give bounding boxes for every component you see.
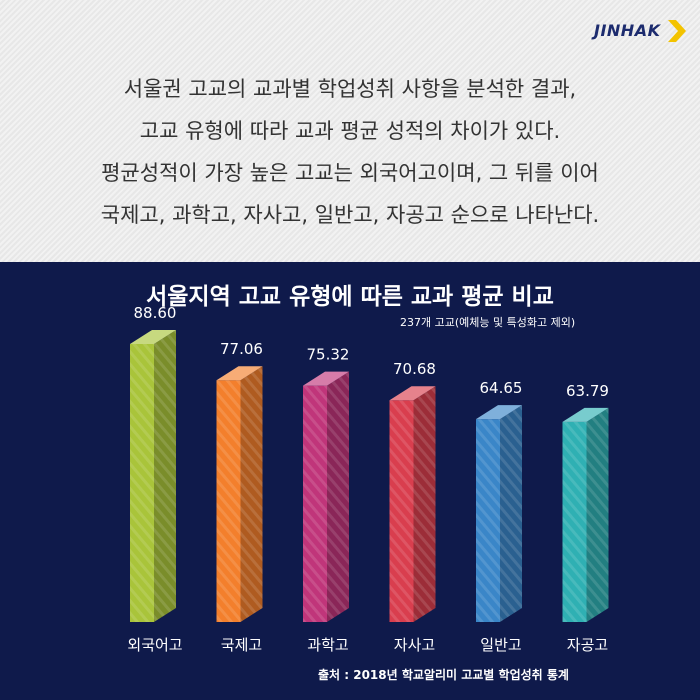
intro-line-3: 평균성적이 가장 높은 고교는 외국어고이며, 그 뒤를 이어	[101, 161, 599, 185]
bar-top-face	[562, 407, 609, 422]
intro-line-1: 서울권 고교의 교과별 학업성취 사항을 분석한 결과,	[123, 77, 577, 101]
chevron-right-icon	[668, 20, 686, 42]
category-label: 국제고	[221, 636, 262, 654]
value-label: 64.65	[480, 379, 523, 397]
bar-top-face	[389, 386, 436, 401]
bar-top-face	[303, 371, 349, 386]
bar-side-stripes	[240, 366, 263, 622]
category-label: 자공고	[567, 636, 608, 654]
bar-front-stripes	[389, 400, 414, 622]
intro-line-4: 국제고, 과학고, 자사고, 일반고, 자공고 순으로 나타난다.	[100, 203, 600, 227]
bar-front-stripes	[216, 380, 241, 622]
bar-side-stripes	[413, 386, 436, 622]
logo-text: JINHAK	[594, 21, 661, 40]
bar-front-stripes	[476, 419, 500, 622]
bar-top-face	[476, 405, 522, 420]
jinhak-logo: JINHAK	[594, 18, 688, 44]
bar-1: 88.60 외국어고	[127, 304, 182, 654]
bar-3: 75.32 과학고	[303, 346, 349, 654]
source-note: 출처 : 2018년 학교알리미 고교별 학업성취 통계	[318, 668, 569, 682]
value-label: 70.68	[393, 360, 436, 378]
bar-top-face	[130, 330, 176, 344]
chart-subtitle: 237개 고교(예체능 및 특성화고 제외)	[400, 316, 576, 329]
bar-front-stripes	[562, 421, 587, 622]
category-label: 과학고	[307, 636, 348, 654]
category-label: 일반고	[480, 636, 521, 654]
intro-text: 서울권 고교의 교과별 학업성취 사항을 분석한 결과, 고교 유형에 따라 교…	[40, 68, 660, 236]
bar-front-stripes	[130, 344, 154, 622]
bar-2: 77.06 국제고	[216, 340, 263, 654]
bar-5: 64.65 일반고	[476, 379, 522, 654]
value-label: 88.60	[134, 304, 177, 322]
bar-side-stripes	[154, 330, 176, 622]
intro-line-2: 고교 유형에 따라 교과 평균 성적의 차이가 있다.	[139, 119, 561, 143]
bar-6: 63.79 자공고	[562, 382, 609, 654]
intro-panel	[0, 0, 700, 262]
category-label: 자사고	[394, 636, 435, 654]
bar-side-stripes	[327, 371, 349, 622]
bar-4: 70.68 자사고	[389, 360, 436, 654]
bar-front-stripes	[303, 385, 327, 622]
bar-side-stripes	[586, 407, 609, 622]
bar-side-stripes	[500, 405, 522, 622]
bar-top-face	[216, 366, 263, 381]
value-label: 63.79	[566, 382, 609, 400]
category-label: 외국어고	[127, 636, 182, 654]
chart-title: 서울지역 고교 유형에 따른 교과 평균 비교	[146, 284, 554, 310]
value-label: 75.32	[307, 346, 350, 364]
value-label: 77.06	[220, 340, 263, 358]
